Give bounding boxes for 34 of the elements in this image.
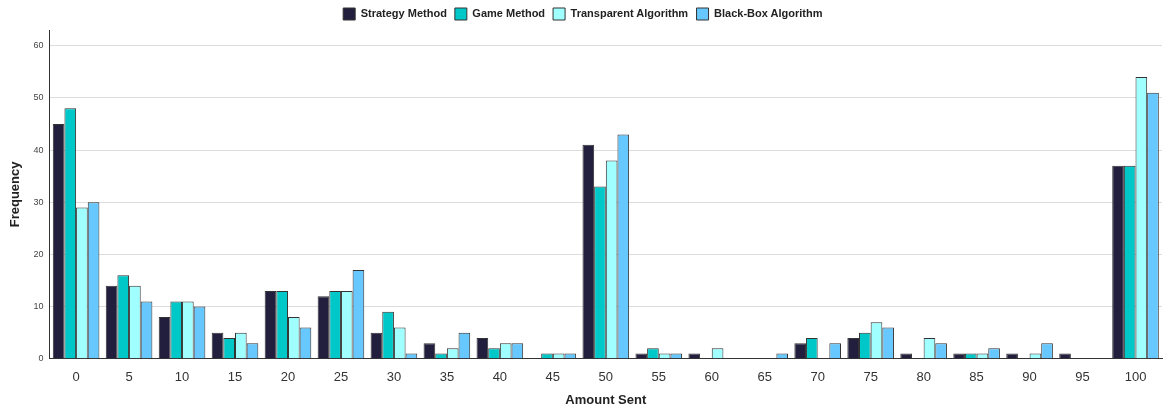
legend-label: Game Method: [472, 7, 546, 20]
y-axis-title: Frequency: [7, 160, 23, 228]
y-tick-label: 0: [38, 353, 44, 364]
x-tick-label: 20: [280, 369, 296, 385]
y-tick-label: 20: [33, 248, 44, 259]
x-tick-label: 15: [227, 369, 243, 385]
x-tick-label: 85: [969, 369, 984, 385]
x-tick-label: 80: [916, 369, 931, 385]
x-tick-label: 25: [333, 369, 349, 385]
x-tick-label: 70: [810, 369, 825, 385]
legend-label: Black-Box Algorithm: [714, 7, 823, 20]
x-tick-label: 75: [863, 369, 878, 385]
x-tick-label: 10: [174, 369, 190, 385]
y-tick-label: 40: [33, 144, 44, 155]
x-axis-title: Amount Sent: [565, 391, 647, 407]
x-tick-label: 90: [1022, 369, 1037, 385]
x-tick-label: 45: [545, 369, 561, 385]
x-tick-label: 60: [704, 369, 719, 385]
x-tick-label: 35: [439, 369, 455, 385]
legend-label: Strategy Method: [360, 7, 447, 20]
x-tick-label: 40: [492, 369, 508, 385]
x-tick-label: 5: [125, 369, 133, 385]
x-tick-label: 30: [386, 369, 402, 385]
x-tick-label: 65: [757, 369, 772, 385]
x-tick-label: 55: [651, 369, 667, 385]
x-tick-label: 50: [598, 369, 614, 385]
x-tick-label: 95: [1075, 369, 1090, 385]
legend-label: Transparent Algorithm: [570, 7, 689, 20]
x-tick-label: 0: [72, 369, 80, 385]
y-tick-label: 60: [33, 40, 44, 51]
y-tick-label: 10: [33, 301, 44, 312]
y-tick-label: 30: [33, 196, 44, 207]
y-tick-label: 50: [33, 92, 44, 103]
x-tick-label: 100: [1124, 369, 1147, 385]
